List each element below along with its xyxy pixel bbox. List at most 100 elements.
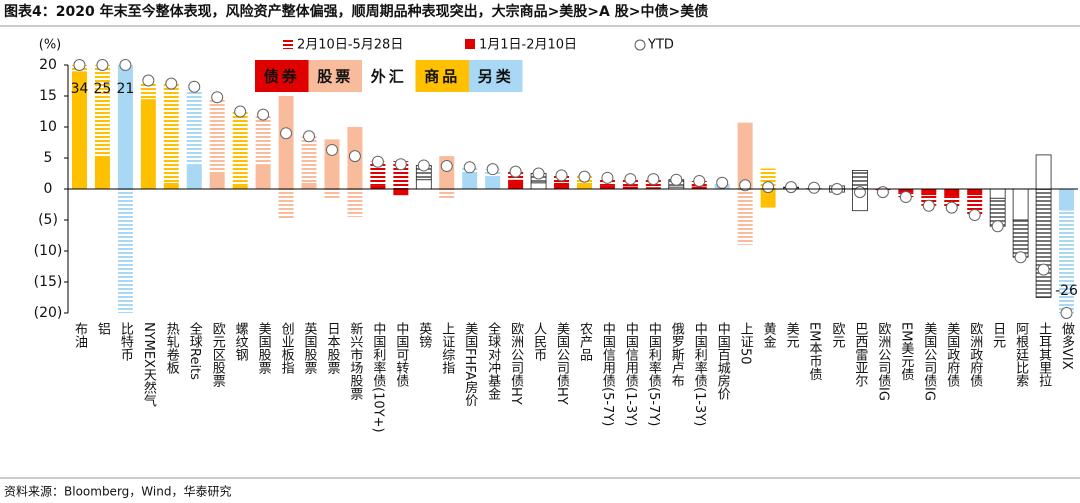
x-tick-label: 美元 — [784, 322, 800, 349]
x-tick-label: 日本股票 — [324, 322, 340, 374]
ytd-marker — [853, 186, 866, 199]
bar-segment — [989, 188, 1006, 199]
ytd-marker — [463, 161, 476, 174]
ytd-marker — [716, 176, 729, 189]
ytd-label: 34 — [71, 81, 89, 97]
bar-segment — [967, 189, 983, 196]
x-tick-label: 黄金 — [761, 322, 777, 348]
bar-segment — [163, 182, 179, 189]
bar-segment — [370, 185, 386, 189]
x-tick-label: 全球Reits — [187, 321, 203, 380]
x-tick-label: 阿根廷比索 — [1013, 322, 1029, 387]
x-tick-label: 做多VIX — [1059, 322, 1075, 370]
bar-segment — [967, 195, 983, 216]
ytd-marker — [601, 171, 614, 184]
bar-segment — [1035, 154, 1052, 190]
bar-segment — [324, 189, 340, 199]
bar-segment — [508, 179, 524, 189]
bar-segment — [737, 122, 753, 189]
bar-segment — [232, 111, 248, 186]
ytd-marker — [991, 220, 1004, 233]
ytd-marker — [922, 199, 935, 212]
ytd-marker — [532, 167, 545, 180]
ytd-marker — [693, 174, 706, 187]
y-tick-label: 20 — [39, 57, 57, 73]
ytd-marker — [440, 160, 453, 173]
x-tick-label: 欧元区股票 — [210, 322, 226, 387]
x-tick-label: 俄罗斯卢布 — [669, 322, 685, 388]
ytd-marker — [303, 130, 316, 143]
bar-segment — [255, 114, 271, 165]
bar-segment — [898, 189, 914, 193]
class-legend-box — [362, 60, 416, 92]
y-tick-label: 0 — [44, 181, 53, 197]
ytd-marker — [509, 165, 522, 178]
bar-segment — [370, 161, 386, 186]
bar-segment — [1059, 189, 1075, 211]
source: 资料来源：Bloomberg，Wind，华泰研究 — [4, 484, 231, 499]
x-tick-label: 英镑 — [416, 322, 432, 348]
x-tick-label: 美国FHFA房价 — [462, 322, 478, 407]
x-tick-label: 中国信用债(5-7Y) — [600, 322, 616, 426]
ytd-marker — [808, 181, 821, 194]
x-tick-label: NYMEX天然气 — [141, 322, 157, 407]
ytd-marker — [348, 150, 361, 163]
ytd-marker — [417, 159, 430, 172]
bar-segment — [1059, 210, 1075, 313]
class-legend-label: 债券 — [264, 68, 300, 86]
bar-segment — [186, 89, 202, 165]
ytd-marker — [371, 155, 384, 168]
x-tick-label: 上证综指 — [439, 322, 455, 374]
chart-title: 图表4：2020 年末至今整体表现，风险资产整体偏强，顺周期品种表现突出，大宗商… — [4, 3, 708, 20]
bar-segment — [209, 173, 225, 189]
x-tick-label: 美国政府债 — [944, 322, 960, 387]
legend-swatch — [465, 39, 475, 49]
x-tick-label: 美国股票 — [256, 322, 272, 374]
bar-segment — [71, 71, 87, 189]
x-tick-label: 热轧卷板 — [164, 322, 180, 375]
ytd-marker — [945, 201, 958, 214]
bar-segment — [921, 189, 937, 196]
x-tick-label: 欧洲公司债HY — [508, 322, 524, 405]
class-legend-box — [415, 60, 469, 92]
bar-segment — [209, 99, 225, 174]
class-legend-label: 另类 — [478, 68, 514, 86]
x-tick-label: 全球对冲基金 — [485, 321, 501, 400]
y-tick-label: 10 — [39, 119, 57, 135]
bar-segment — [278, 96, 294, 189]
ytd-marker — [165, 77, 178, 90]
y-tick-label: (5) — [38, 212, 58, 228]
bar-segment — [117, 189, 133, 313]
x-tick-label: 欧洲公司债IG — [875, 322, 891, 401]
legend-swatch — [283, 39, 293, 49]
x-tick-label: 欧元 — [829, 322, 845, 349]
x-tick-label: 中国信用债(1-3Y) — [623, 322, 639, 426]
ytd-marker — [96, 59, 109, 71]
x-tick-label: EM本币债 — [807, 322, 823, 381]
bar-segment — [1035, 188, 1052, 298]
ytd-marker — [257, 108, 270, 121]
bar-segment — [645, 187, 661, 189]
bar-segment — [760, 189, 776, 208]
y-tick-label: 5 — [44, 150, 53, 166]
x-tick-label: 上证50 — [738, 322, 754, 365]
bar-segment — [301, 136, 317, 183]
ytd-marker — [785, 181, 798, 194]
class-legend-box — [469, 60, 523, 92]
x-tick-label: 欧洲政府债 — [967, 322, 983, 387]
x-tick-label: 美国公司债HY — [554, 322, 570, 405]
ytd-marker — [211, 91, 224, 104]
x-tick-label: 人民币 — [531, 322, 547, 361]
y-tick-label: 15 — [39, 88, 57, 104]
ytd-marker — [325, 143, 338, 156]
x-tick-label: 中国可转债 — [393, 322, 409, 387]
legend-label: YTD — [647, 38, 674, 53]
ytd-marker — [762, 181, 775, 194]
bar-segment — [737, 189, 753, 245]
ytd-marker — [486, 163, 499, 176]
ytd-marker — [73, 59, 86, 71]
x-tick-label: EM美元债 — [898, 322, 914, 381]
x-tick-label: 日元 — [990, 322, 1006, 349]
class-legend-label: 股票 — [317, 68, 353, 86]
